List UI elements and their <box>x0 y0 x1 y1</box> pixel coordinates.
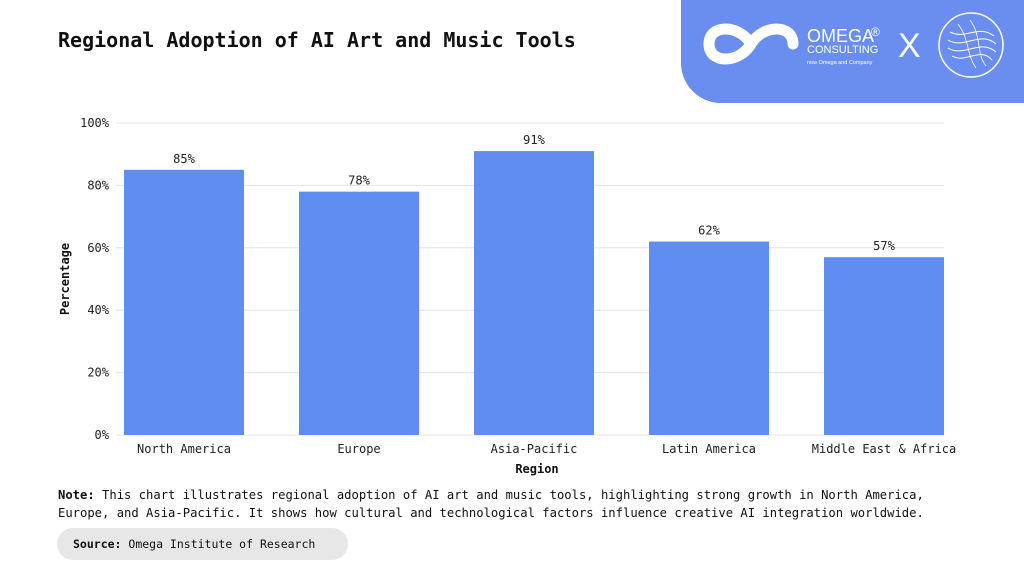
brand-panel: OMEGA ® CONSULTING now Omega and Company… <box>681 0 1024 103</box>
note-label: Note: <box>58 488 95 502</box>
x-tick-label: Asia-Pacific <box>491 442 578 456</box>
chart-title: Regional Adoption of AI Art and Music To… <box>58 28 576 52</box>
source-badge: Source: Omega Institute of Research <box>57 528 348 560</box>
x-tick-label: Middle East & Africa <box>812 442 957 456</box>
y-axis-title: Percentage <box>58 243 72 315</box>
bar <box>649 241 769 435</box>
x-tick-label: Europe <box>337 442 380 456</box>
bar <box>824 257 944 435</box>
bar-value-label: 91% <box>523 133 545 147</box>
y-tick-label: 0% <box>95 428 110 442</box>
bar-value-label: 62% <box>698 224 720 238</box>
bar <box>474 151 594 435</box>
omega-infinity-logo-icon <box>703 23 799 65</box>
bar <box>124 169 244 436</box>
y-tick-label: 20% <box>87 366 109 380</box>
x-tick-label: Latin America <box>662 442 756 456</box>
bar-value-label: 85% <box>173 152 195 166</box>
y-tick-label: 100% <box>80 116 110 130</box>
bar <box>299 191 419 435</box>
brand-tagline: now Omega and Company <box>807 60 873 66</box>
source-label: Source: <box>73 537 122 551</box>
x-tick-label: North America <box>137 442 231 456</box>
brand-subtitle: CONSULTING <box>807 44 879 56</box>
y-tick-label: 80% <box>87 178 109 192</box>
chart-note: Note: This chart illustrates regional ad… <box>58 486 978 522</box>
bar-chart: 0% 20% 40% 60% 80% 100% 85% North America 78% Eur… <box>58 116 957 476</box>
bar-value-label: 78% <box>348 174 370 188</box>
y-tick-label: 40% <box>87 303 109 317</box>
source-line: Source: Omega Institute of Research <box>73 537 315 551</box>
brand-separator-x: X <box>898 27 921 65</box>
partner-globe-logo-icon <box>938 12 1004 78</box>
note-text: This chart illustrates regional adoption… <box>58 488 924 520</box>
y-tick-label: 60% <box>87 241 109 255</box>
brand-registered-mark: ® <box>871 25 880 39</box>
bar-value-label: 57% <box>873 239 895 253</box>
x-axis-title: Region <box>515 462 558 476</box>
source-text: Omega Institute of Research <box>121 537 316 551</box>
brand-name: OMEGA <box>807 26 875 46</box>
